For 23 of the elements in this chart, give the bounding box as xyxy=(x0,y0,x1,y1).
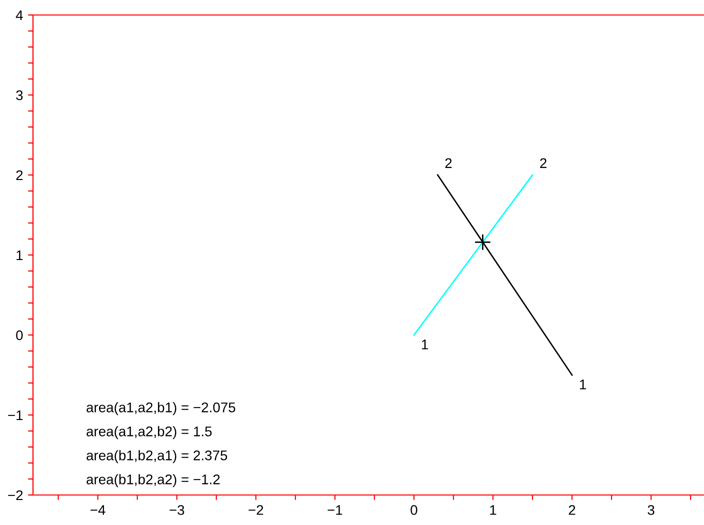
y-tick-label: 1 xyxy=(16,250,23,260)
x-tick-label: −2 xyxy=(248,505,264,515)
annotation: 1 xyxy=(580,380,586,390)
annotation: area(a1,a2,b2) = 1.5 xyxy=(86,426,212,440)
annotation: 2 xyxy=(445,158,452,168)
x-tick-label: −1 xyxy=(328,505,342,515)
annotation: area(b1,b2,a1) = 2.375 xyxy=(86,450,228,464)
annotation: area(a1,a2,b1) = −2.075 xyxy=(86,402,236,416)
x-tick-label: 2 xyxy=(568,505,576,515)
y-tick-label: 3 xyxy=(16,90,23,100)
x-tick-label: 0 xyxy=(410,505,418,515)
annotation: 1 xyxy=(422,340,428,350)
y-tick-label: 4 xyxy=(16,10,23,20)
y-tick-label: 2 xyxy=(16,170,23,180)
annotation: area(b1,b2,a2) = −1.2 xyxy=(86,474,220,488)
y-tick-label: −2 xyxy=(8,490,23,500)
x-tick-label: 1 xyxy=(490,505,496,515)
y-tick-label: −1 xyxy=(8,410,23,420)
y-tick-label: 0 xyxy=(16,330,23,340)
x-tick-label: 3 xyxy=(648,505,654,515)
annotation: 2 xyxy=(540,158,546,168)
x-tick-label: −4 xyxy=(90,505,106,515)
x-tick-label: −3 xyxy=(170,505,184,515)
